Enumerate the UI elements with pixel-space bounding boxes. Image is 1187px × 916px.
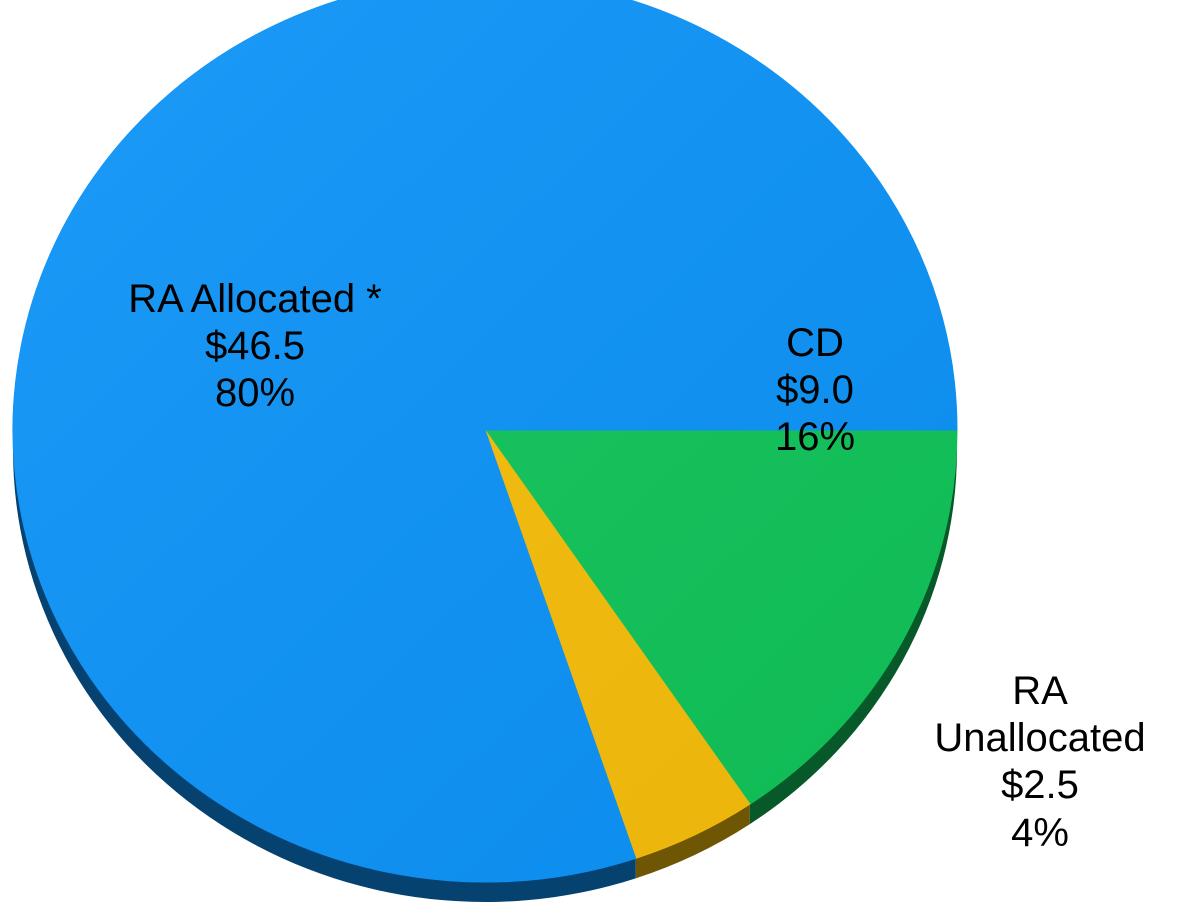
label-cd-name: CD — [786, 321, 844, 365]
label-ra-unallocated: RA Unallocated $2.5 4% — [900, 668, 1180, 857]
label-ra-allocated-percent: 80% — [214, 371, 296, 416]
label-ra-allocated-name: RA Allocated * — [128, 277, 382, 321]
label-cd-percent: 16% — [774, 415, 856, 460]
label-ra-unallocated-percent: 4% — [1011, 810, 1069, 855]
label-ra-allocated: RA Allocated * $46.5 80% — [70, 276, 440, 418]
label-ra-unallocated-name-line1: RA — [1012, 669, 1068, 713]
label-ra-unallocated-value: $2.5 — [1001, 763, 1079, 808]
label-cd-value: $9.0 — [776, 368, 854, 413]
label-cd: CD $9.0 16% — [740, 320, 890, 462]
label-ra-allocated-value: $46.5 — [204, 324, 306, 369]
label-ra-unallocated-name-line2: Unallocated — [934, 716, 1146, 761]
